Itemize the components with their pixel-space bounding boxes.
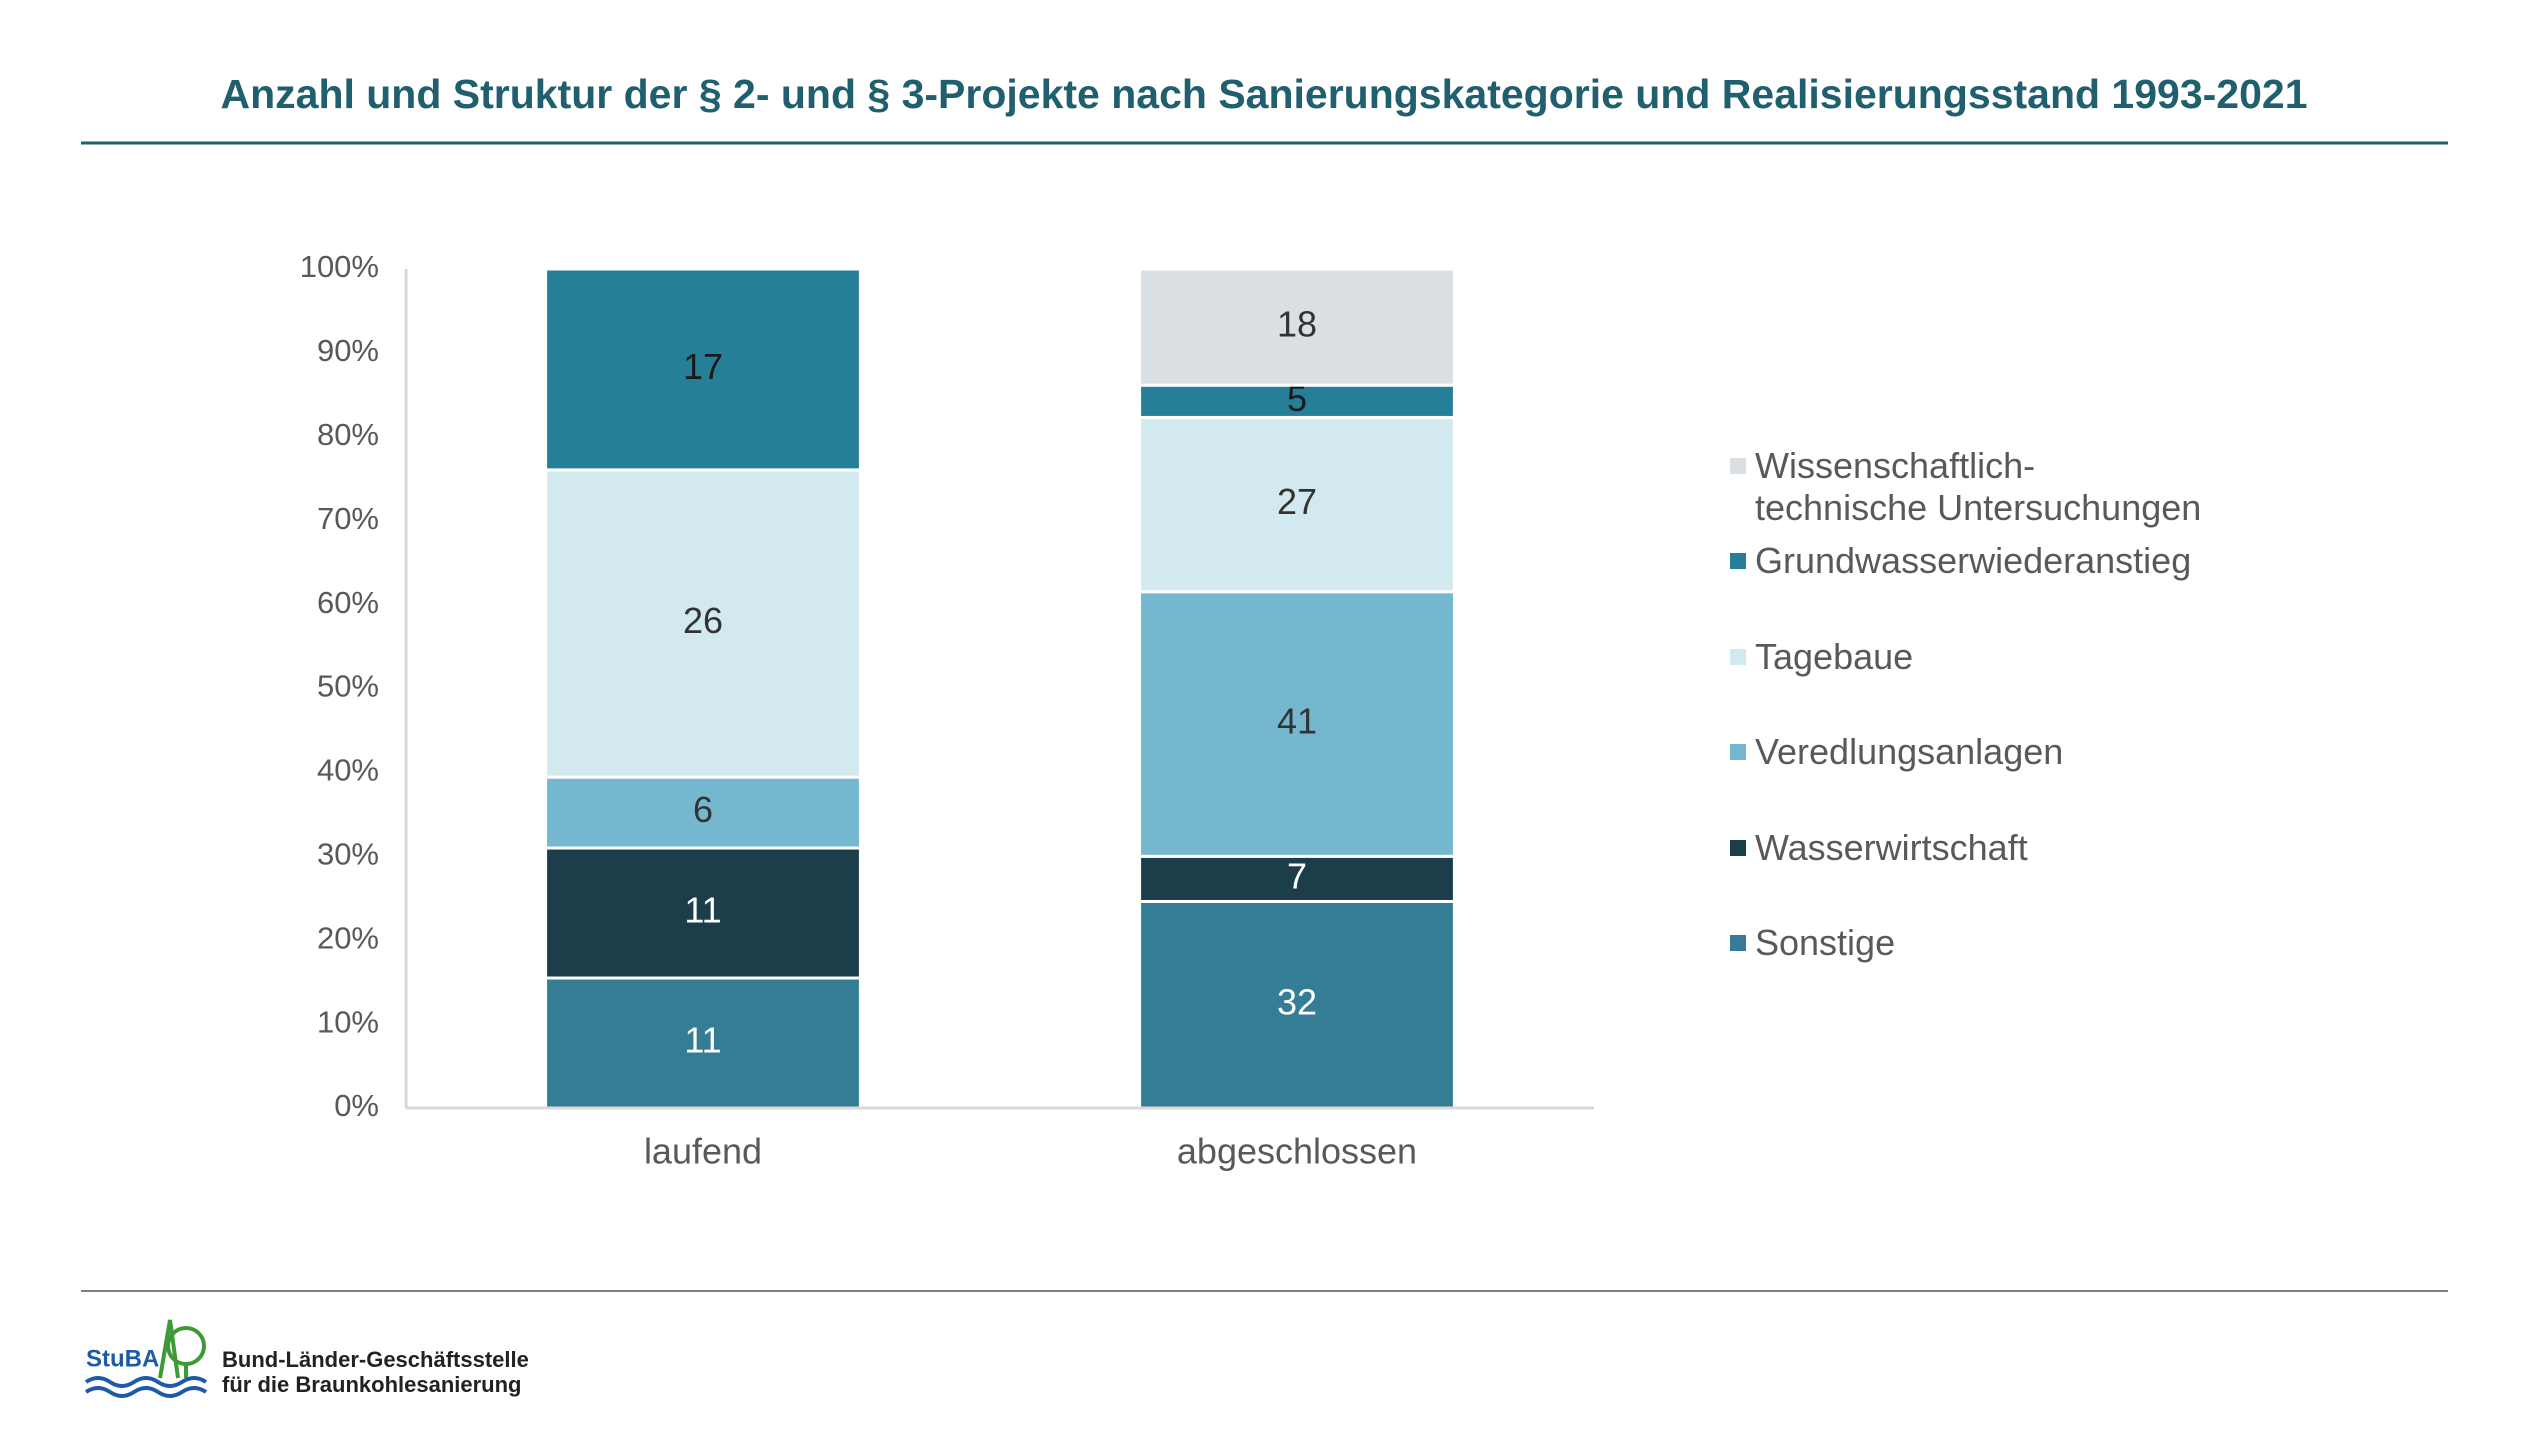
bar-segment [1138, 854, 1456, 903]
y-tick-label: 40% [317, 753, 379, 788]
chart-title: Anzahl und Struktur der § 2- und § 3-Pro… [220, 71, 2307, 117]
bar-segment [544, 267, 862, 472]
legend-label: Tagebaue [1755, 636, 1914, 677]
footer-text: für die Braunkohlesanierung [222, 1372, 522, 1397]
y-tick-label: 50% [317, 669, 379, 704]
legend-swatch [1730, 935, 1746, 951]
data-label: 41 [1277, 701, 1317, 742]
bar-segment [544, 846, 862, 980]
logo-text: StuBA [86, 1345, 159, 1372]
legend-label: Veredlungsanlagen [1755, 731, 2064, 772]
legend-label: Sonstige [1755, 922, 1896, 963]
y-tick-label: 0% [334, 1088, 379, 1123]
y-tick-label: 70% [317, 501, 379, 536]
legend-swatch [1730, 458, 1746, 474]
data-label: 11 [684, 1020, 721, 1061]
x-tick-label: laufend [644, 1131, 762, 1172]
data-label: 11 [684, 890, 721, 931]
data-label: 26 [683, 600, 723, 641]
data-label: 32 [1277, 981, 1317, 1022]
data-label: 27 [1277, 481, 1317, 522]
bar-segment [1138, 590, 1456, 858]
legend-label: Wissenschaftlich- technische Untersuchun… [1755, 445, 2202, 528]
x-tick-label: abgeschlossen [1177, 1131, 1417, 1172]
data-label: 5 [1287, 378, 1307, 419]
legend-swatch [1730, 744, 1746, 760]
data-label: 6 [693, 789, 713, 830]
footer-text: Bund-Länder-Geschäftsstelle [222, 1347, 529, 1372]
bar-segment [1138, 899, 1456, 1110]
legend-label: Grundwasserwiederanstieg [1755, 540, 2192, 581]
bar-segment [1138, 267, 1456, 387]
data-label: 17 [683, 346, 723, 387]
logo-tree-trunk [158, 1319, 188, 1379]
legend-label: Wasserwirtschaft [1755, 827, 2028, 868]
logo: StuBA Bund-Länder-Geschäftsstelle für di… [84, 1319, 529, 1398]
logo-waves [84, 1376, 208, 1398]
y-tick-label: 80% [317, 417, 379, 452]
y-tick-label: 90% [317, 333, 379, 368]
y-tick-label: 10% [317, 1004, 379, 1039]
bar-segment [544, 775, 862, 850]
legend-swatch [1730, 840, 1746, 856]
legend-swatch [1730, 649, 1746, 665]
y-tick-label: 100% [300, 249, 379, 284]
y-tick-label: 60% [317, 585, 379, 620]
bar-segment [544, 468, 862, 779]
bar-segment [1138, 383, 1456, 419]
data-label: 18 [1277, 304, 1317, 345]
y-tick-label: 30% [317, 836, 379, 871]
y-tick-label: 20% [317, 920, 379, 955]
legend-swatch [1730, 553, 1746, 569]
data-label: 7 [1287, 855, 1307, 896]
